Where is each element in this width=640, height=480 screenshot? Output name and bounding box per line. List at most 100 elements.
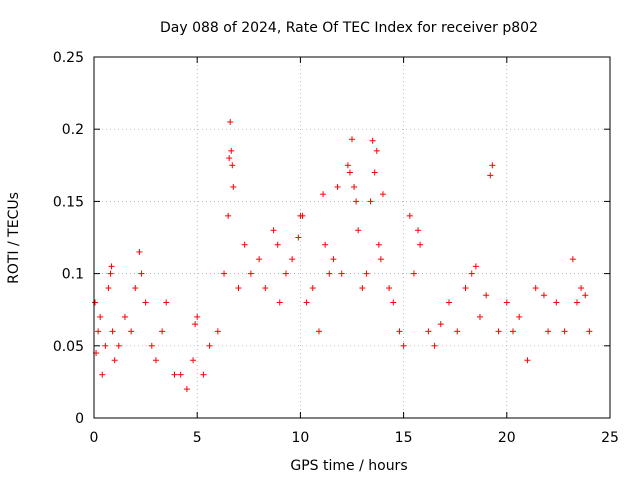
data-point [320, 191, 327, 198]
data-point [97, 313, 104, 320]
data-point [235, 285, 242, 292]
data-point [390, 299, 397, 306]
data-point [483, 292, 490, 299]
data-point [92, 299, 99, 306]
data-point [214, 328, 221, 335]
data-point [228, 147, 235, 154]
data-point [371, 169, 378, 176]
data-point [553, 299, 560, 306]
data-point [410, 270, 417, 277]
data-point [363, 270, 370, 277]
y-tick-label: 0.1 [62, 267, 84, 283]
data-point [375, 241, 382, 248]
data-point [194, 313, 201, 320]
data-point [349, 136, 355, 143]
data-point [487, 172, 494, 179]
data-point [148, 342, 155, 349]
data-point [109, 328, 116, 335]
data-point [437, 321, 444, 328]
data-point [379, 191, 386, 198]
data-point [400, 342, 407, 349]
data-point [226, 155, 233, 162]
data-point [369, 137, 376, 144]
data-point [386, 285, 393, 292]
x-tick-label: 5 [193, 430, 202, 446]
data-point [270, 227, 277, 234]
data-point [128, 328, 135, 335]
data-point [192, 321, 199, 328]
data-point [569, 256, 576, 263]
data-point [516, 313, 523, 320]
chart-title: Day 088 of 2024, Rate Of TEC Index for r… [160, 20, 538, 36]
data-point [367, 198, 374, 205]
data-point [322, 241, 329, 248]
data-point [102, 342, 109, 349]
x-tick-label: 15 [395, 430, 413, 446]
y-tick-label: 0.25 [53, 50, 84, 66]
data-point [417, 241, 424, 248]
data-point [247, 270, 254, 277]
data-point [282, 270, 289, 277]
data-point [99, 371, 106, 378]
data-point [495, 328, 502, 335]
data-point [468, 270, 475, 277]
y-tick-label: 0.05 [53, 339, 84, 355]
data-point [115, 342, 122, 349]
data-point [299, 212, 306, 219]
data-point [171, 371, 178, 378]
data-point [295, 234, 302, 241]
data-point [225, 212, 232, 219]
data-point [446, 299, 453, 306]
y-tick-label: 0.2 [62, 122, 84, 138]
tick-layer: 0 5 10 15 20 25 0 0.05 0.1 0.15 0.2 0.25 [53, 50, 619, 446]
x-tick-label: 25 [601, 430, 619, 446]
data-point [509, 328, 516, 335]
y-tick-label: 0.15 [53, 194, 84, 210]
data-point [351, 183, 358, 190]
data-point [425, 328, 432, 335]
x-axis-label: GPS time / hours [290, 458, 407, 474]
data-point [578, 285, 585, 292]
data-point [105, 285, 112, 292]
data-point [262, 285, 269, 292]
data-point [373, 147, 380, 154]
data-point [142, 299, 149, 306]
data-point [177, 371, 184, 378]
data-point [138, 270, 145, 277]
data-point [472, 263, 479, 270]
data-point [206, 342, 213, 349]
data-point [344, 162, 351, 169]
plot-frame [93, 56, 611, 419]
data-point [431, 342, 438, 349]
data-point [227, 118, 234, 125]
data-point [136, 248, 143, 255]
data-point [256, 256, 263, 263]
data-point [132, 285, 139, 292]
data-point [355, 227, 362, 234]
data-point [152, 357, 159, 364]
data-point [108, 263, 115, 270]
data-point [303, 299, 310, 306]
data-point [309, 285, 316, 292]
data-point [276, 299, 283, 306]
data-point [454, 328, 461, 335]
x-tick-label: 20 [498, 430, 516, 446]
x-tick-label: 0 [90, 430, 99, 446]
data-point [503, 299, 510, 306]
data-point [406, 212, 413, 219]
data-point [524, 357, 531, 364]
data-point [489, 162, 496, 169]
data-point [241, 241, 248, 248]
data-point [326, 270, 333, 277]
data-point [415, 227, 422, 234]
data-point [229, 162, 236, 169]
data-point [107, 270, 114, 277]
data-point [190, 357, 197, 364]
data-point [200, 371, 207, 378]
data-point [230, 183, 237, 190]
data-point [338, 270, 345, 277]
grid-layer [94, 57, 610, 418]
points-layer [92, 118, 593, 393]
data-point [540, 292, 547, 299]
data-point [274, 241, 281, 248]
